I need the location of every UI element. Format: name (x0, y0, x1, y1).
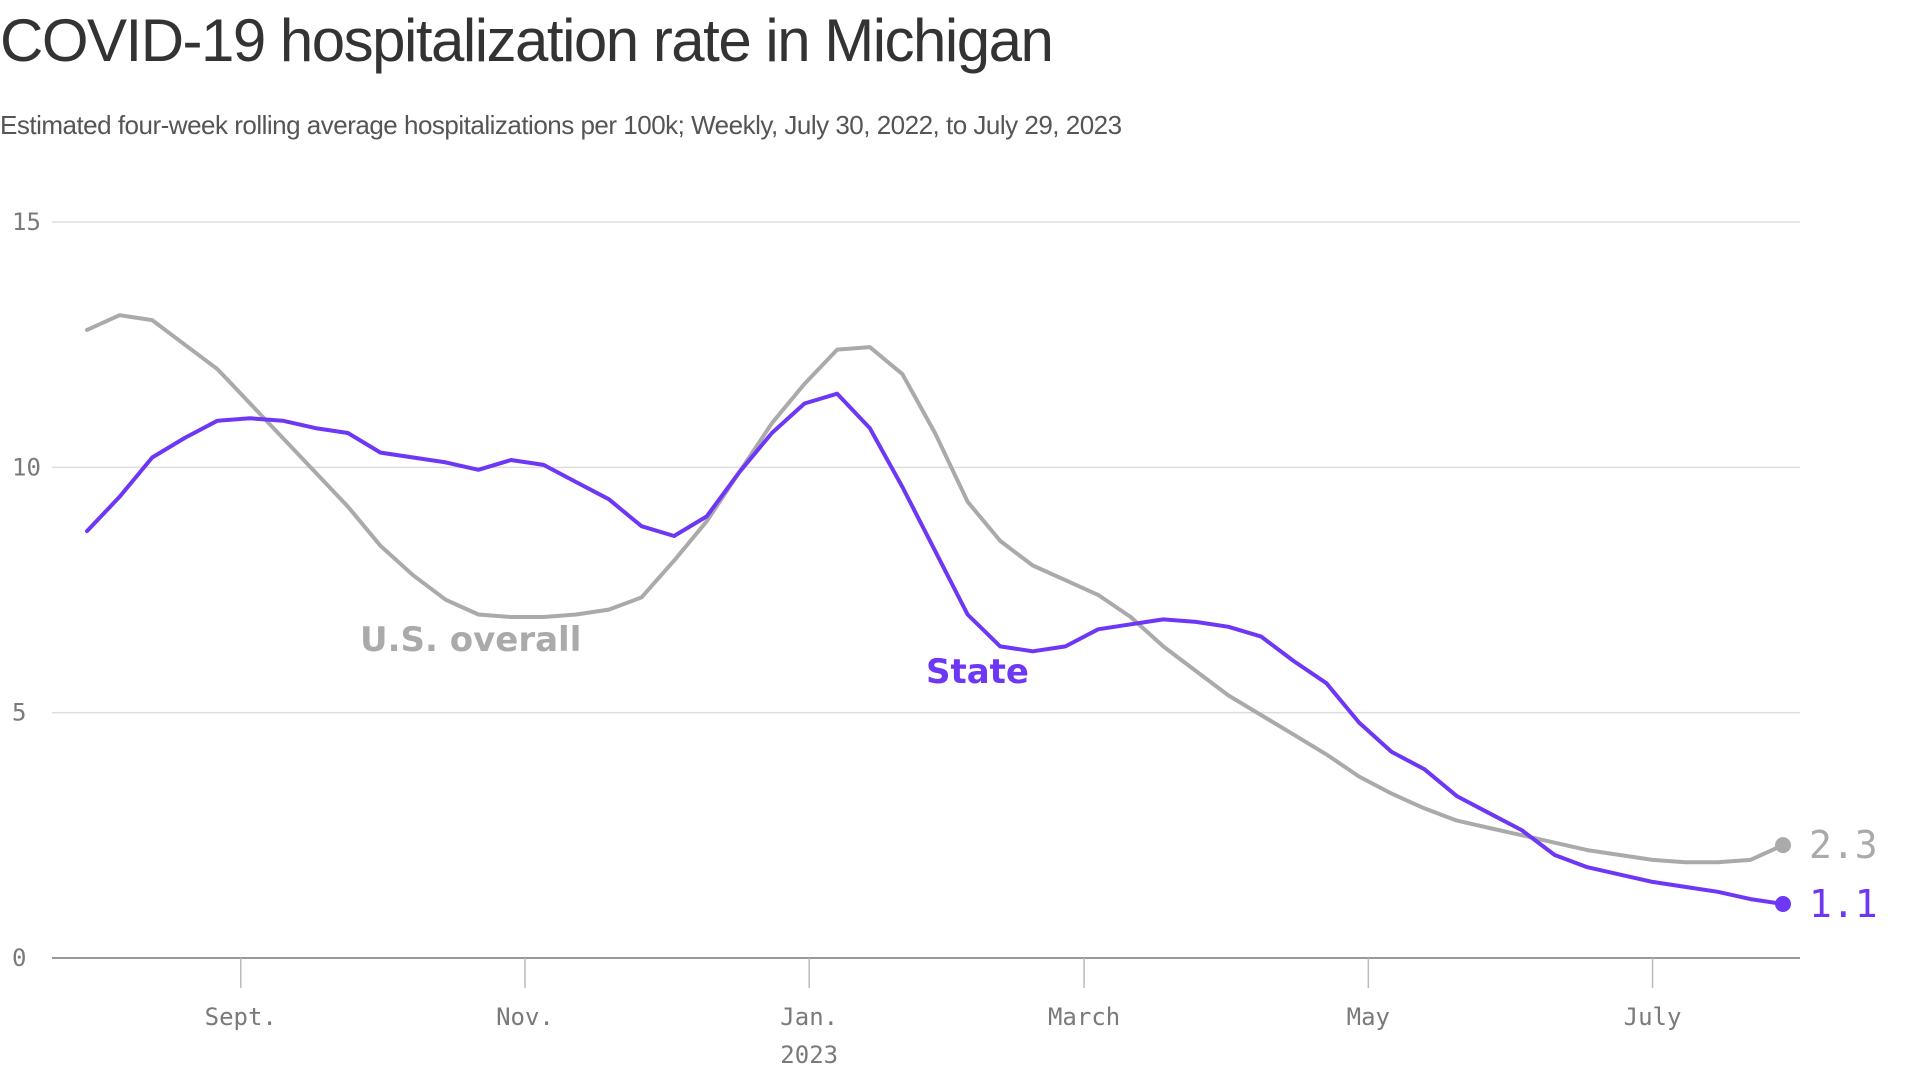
chart-subtitle: Estimated four-week rolling average hosp… (0, 110, 1122, 140)
series-line-u-s-overall (85, 313, 1785, 865)
x-tick-year-label: 2023 (780, 1041, 838, 1069)
y-axis: 0 5 10 15 (12, 208, 41, 972)
series-lines: 2.31.1 (85, 313, 1878, 926)
series-labels: U.S. overall State (360, 620, 1029, 692)
end-point-u-s-overall (1775, 837, 1791, 854)
end-value-label-state: 1.1 (1809, 882, 1878, 926)
y-tick-label: 0 (12, 944, 26, 972)
end-value-label-u-s-overall: 2.3 (1809, 823, 1878, 867)
y-tick-label: 15 (12, 208, 41, 236)
gridlines (52, 221, 1800, 959)
x-tick-label: March (1048, 1003, 1120, 1031)
x-tick-label: July (1624, 1003, 1682, 1031)
series-label-state: State (926, 652, 1029, 692)
end-point-state (1775, 896, 1791, 913)
x-tick-label: Sept. (205, 1003, 277, 1031)
chart-title: COVID-19 hospitalization rate in Michiga… (0, 7, 1054, 74)
x-tick-label: Jan. (780, 1003, 838, 1031)
x-axis: Sept. Nov. Jan. 2023 March May July (205, 958, 1682, 1069)
x-tick-label: May (1347, 1003, 1390, 1031)
y-tick-label: 5 (12, 699, 26, 727)
series-line-state (85, 391, 1785, 906)
series-label-us-overall: U.S. overall (360, 620, 581, 660)
x-tick-label: Nov. (496, 1003, 554, 1031)
y-tick-label: 10 (12, 453, 41, 481)
